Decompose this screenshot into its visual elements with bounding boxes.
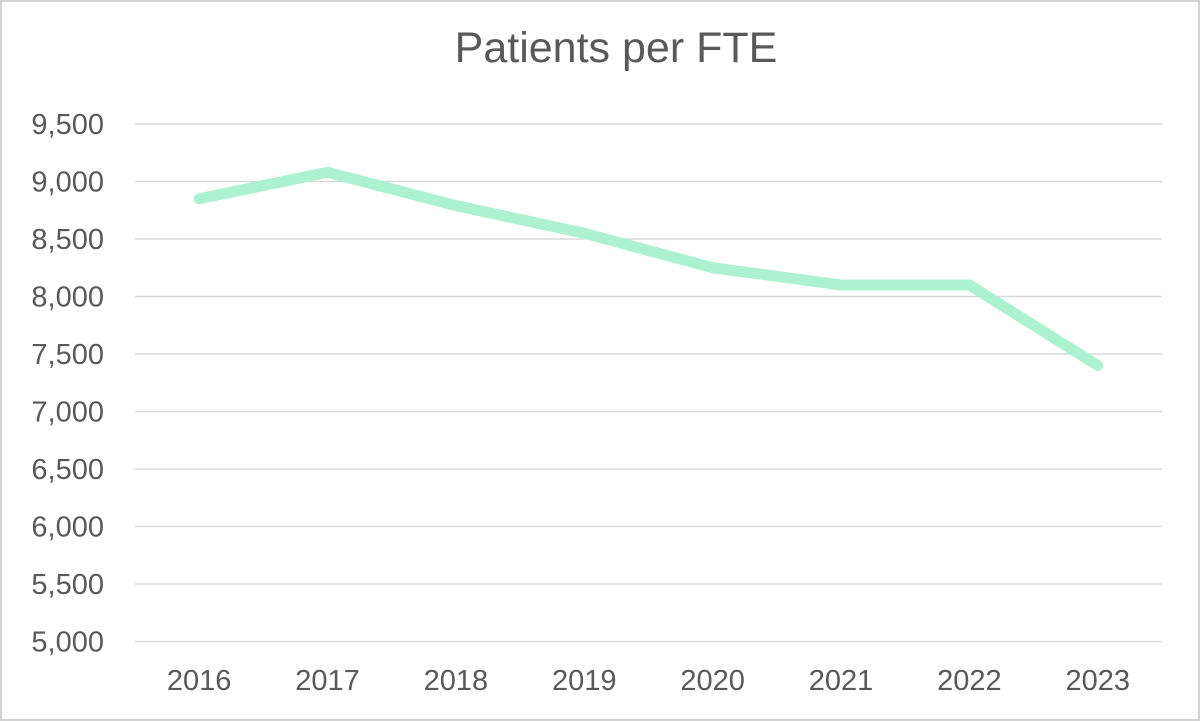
y-axis-label-8500: 8,500: [31, 224, 104, 256]
x-axis-label-2018: 2018: [424, 665, 489, 697]
y-axis-label-6500: 6,500: [31, 454, 104, 486]
x-axis-label-2017: 2017: [295, 665, 360, 697]
y-axis-label-7000: 7,000: [31, 397, 104, 429]
x-axis-label-2016: 2016: [167, 665, 232, 697]
series-line-patients-per-fte: [193, 166, 1104, 371]
x-axis-label-2022: 2022: [937, 665, 1002, 697]
x-axis-label-2021: 2021: [809, 665, 874, 697]
chart-title: Patients per FTE: [454, 24, 778, 72]
y-axis-label-8000: 8,000: [31, 282, 104, 314]
y-axis-label-6000: 6,000: [31, 512, 104, 544]
y-axis-label-5500: 5,500: [31, 569, 104, 601]
y-axis-label-9000: 9,000: [31, 167, 104, 199]
y-axis-label-5000: 5,000: [31, 627, 104, 659]
x-axis-label-2019: 2019: [552, 665, 617, 697]
x-axis-label-2023: 2023: [1066, 665, 1131, 697]
y-axis-label-9500: 9,500: [31, 109, 104, 141]
y-axis-label-7500: 7,500: [31, 339, 104, 371]
x-axis-label-2020: 2020: [680, 665, 745, 697]
